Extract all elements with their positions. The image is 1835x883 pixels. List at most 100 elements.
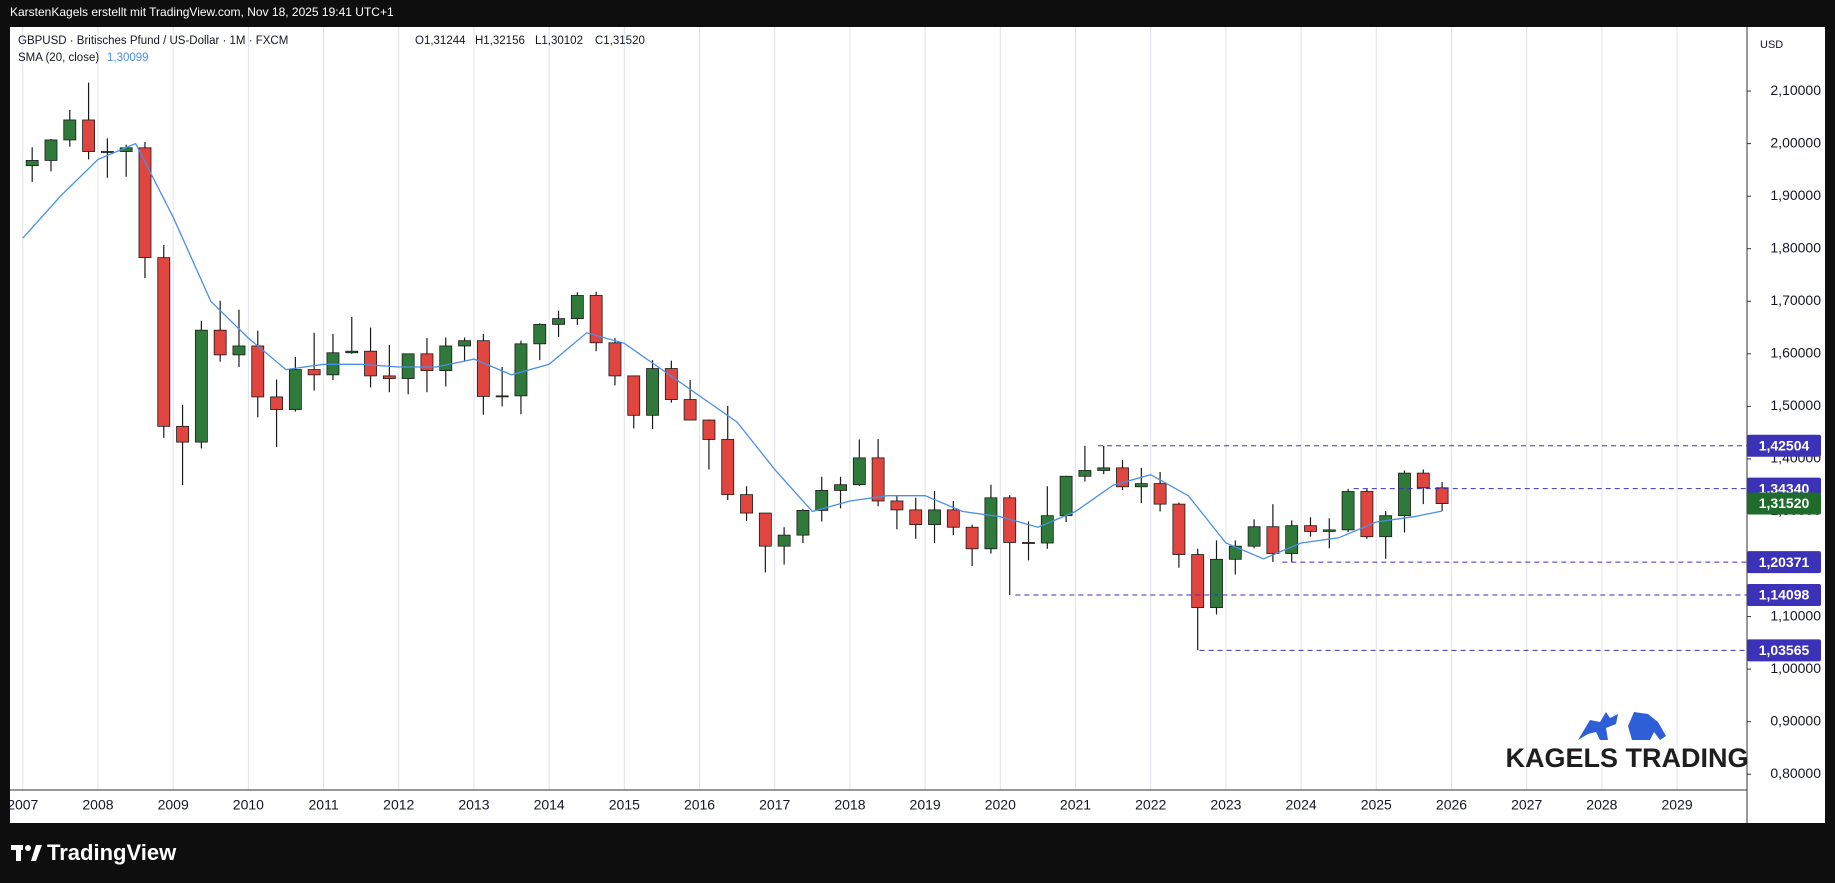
- candle-body: [1022, 542, 1035, 544]
- y-tick-label: 1,60000: [1770, 345, 1821, 361]
- candle-body: [1304, 525, 1317, 532]
- x-tick-label: 2024: [1286, 797, 1317, 813]
- y-tick-label: 1,00000: [1770, 660, 1821, 676]
- y-tick-label: 2,00000: [1770, 134, 1821, 150]
- y-tick-label: 1,90000: [1770, 187, 1821, 203]
- candle-body: [1172, 503, 1186, 555]
- legend-ohlc: C1,31520: [595, 35, 645, 47]
- candle-body: [194, 329, 208, 443]
- candle-body: [495, 395, 509, 398]
- brand: TradingView: [47, 840, 177, 865]
- candle-body: [44, 139, 58, 161]
- candle-body: [796, 510, 810, 536]
- candle-body: [364, 350, 377, 377]
- x-tick-label: 2027: [1511, 797, 1542, 813]
- candle-body: [984, 497, 998, 550]
- candle-body: [664, 368, 678, 400]
- candle-body: [646, 368, 659, 416]
- candle-body: [1435, 487, 1449, 504]
- candle-body: [627, 375, 641, 416]
- tv-logo: [11, 845, 42, 861]
- candle-body: [458, 340, 471, 347]
- candle-body: [570, 295, 584, 320]
- level-label: 1,34340: [1759, 480, 1810, 496]
- y-tick-label: 1,50000: [1770, 397, 1821, 413]
- candle-body: [1210, 558, 1223, 609]
- x-tick-label: 2017: [759, 797, 790, 813]
- legend-ohlc: O1,31244: [415, 35, 466, 47]
- x-tick-label: 2013: [458, 797, 489, 813]
- candle-body: [1322, 529, 1336, 532]
- last-price-box: [1747, 492, 1821, 515]
- candle-body: [852, 457, 866, 486]
- y-tick-label: 1,80000: [1770, 239, 1821, 255]
- chart-panel: [10, 27, 1825, 823]
- candle-body: [1285, 525, 1299, 554]
- candle-body: [514, 343, 528, 397]
- caption: KarstenKagels erstellt mit TradingView.c…: [10, 5, 394, 19]
- plot: [22, 27, 1747, 790]
- y-tick-label: 1,10000: [1770, 607, 1821, 623]
- candle-body: [476, 340, 490, 397]
- candle-body: [307, 369, 321, 376]
- sma-line: [22, 142, 1443, 560]
- candle-body: [1003, 497, 1017, 543]
- level-label-box: [1747, 434, 1821, 457]
- candle-body: [1266, 526, 1280, 554]
- candle-body: [1134, 483, 1148, 488]
- level-label-box: [1747, 551, 1821, 574]
- x-tick-label: 2008: [82, 797, 113, 813]
- level-label: 1,03565: [1759, 642, 1810, 658]
- candle-body: [909, 509, 923, 526]
- y-tick-label: 0,90000: [1770, 712, 1821, 728]
- candle-body: [946, 509, 960, 528]
- candle-body: [288, 369, 302, 410]
- candle-body: [1097, 467, 1111, 471]
- level-label: 1,14098: [1759, 587, 1810, 603]
- bottom-bar: [0, 823, 1835, 883]
- candle-body: [871, 457, 885, 502]
- candle-body: [1228, 545, 1242, 560]
- candle-body: [1059, 475, 1073, 517]
- x-tick-label: 2007: [7, 797, 38, 813]
- candle-body: [157, 257, 171, 427]
- price-unit: USD: [1760, 39, 1783, 51]
- candle-body: [834, 484, 847, 491]
- candle-body: [1153, 483, 1167, 505]
- x-tick-label: 2022: [1135, 797, 1166, 813]
- candle-body: [1341, 491, 1355, 531]
- sma-legend: SMA (20, close): [18, 52, 99, 64]
- candle-body: [25, 160, 39, 167]
- candle-body: [213, 329, 227, 356]
- x-tick-label: 2016: [684, 797, 715, 813]
- candle-body: [740, 494, 753, 514]
- candle-body: [721, 439, 735, 496]
- x-tick-label: 2028: [1586, 797, 1617, 813]
- candle-body: [251, 345, 265, 398]
- candle-body: [382, 375, 396, 379]
- candle-body: [138, 147, 152, 259]
- candle-body: [589, 295, 603, 344]
- legend-ohlc: L1,30102: [535, 35, 583, 47]
- y-tick-label: 0,80000: [1770, 765, 1821, 781]
- candle-body: [1416, 472, 1430, 489]
- watermark-icons: [1578, 712, 1666, 740]
- y-tick-label: 2,10000: [1770, 82, 1821, 98]
- x-tick-label: 2026: [1436, 797, 1467, 813]
- candle-body: [420, 353, 434, 372]
- candle-body: [965, 526, 979, 550]
- top-bar: [0, 0, 1835, 26]
- watermark: KAGELS TRADING: [1506, 743, 1749, 773]
- candle-body: [63, 119, 77, 141]
- candle-body: [1247, 526, 1261, 547]
- candle-body: [1398, 472, 1411, 517]
- candle-body: [815, 490, 829, 511]
- level-label: 1,42504: [1759, 437, 1810, 453]
- candle-body: [232, 345, 246, 356]
- candle-body: [777, 534, 791, 547]
- level-label-box: [1747, 639, 1821, 662]
- candle-body: [702, 419, 716, 440]
- level-label-box: [1747, 584, 1821, 607]
